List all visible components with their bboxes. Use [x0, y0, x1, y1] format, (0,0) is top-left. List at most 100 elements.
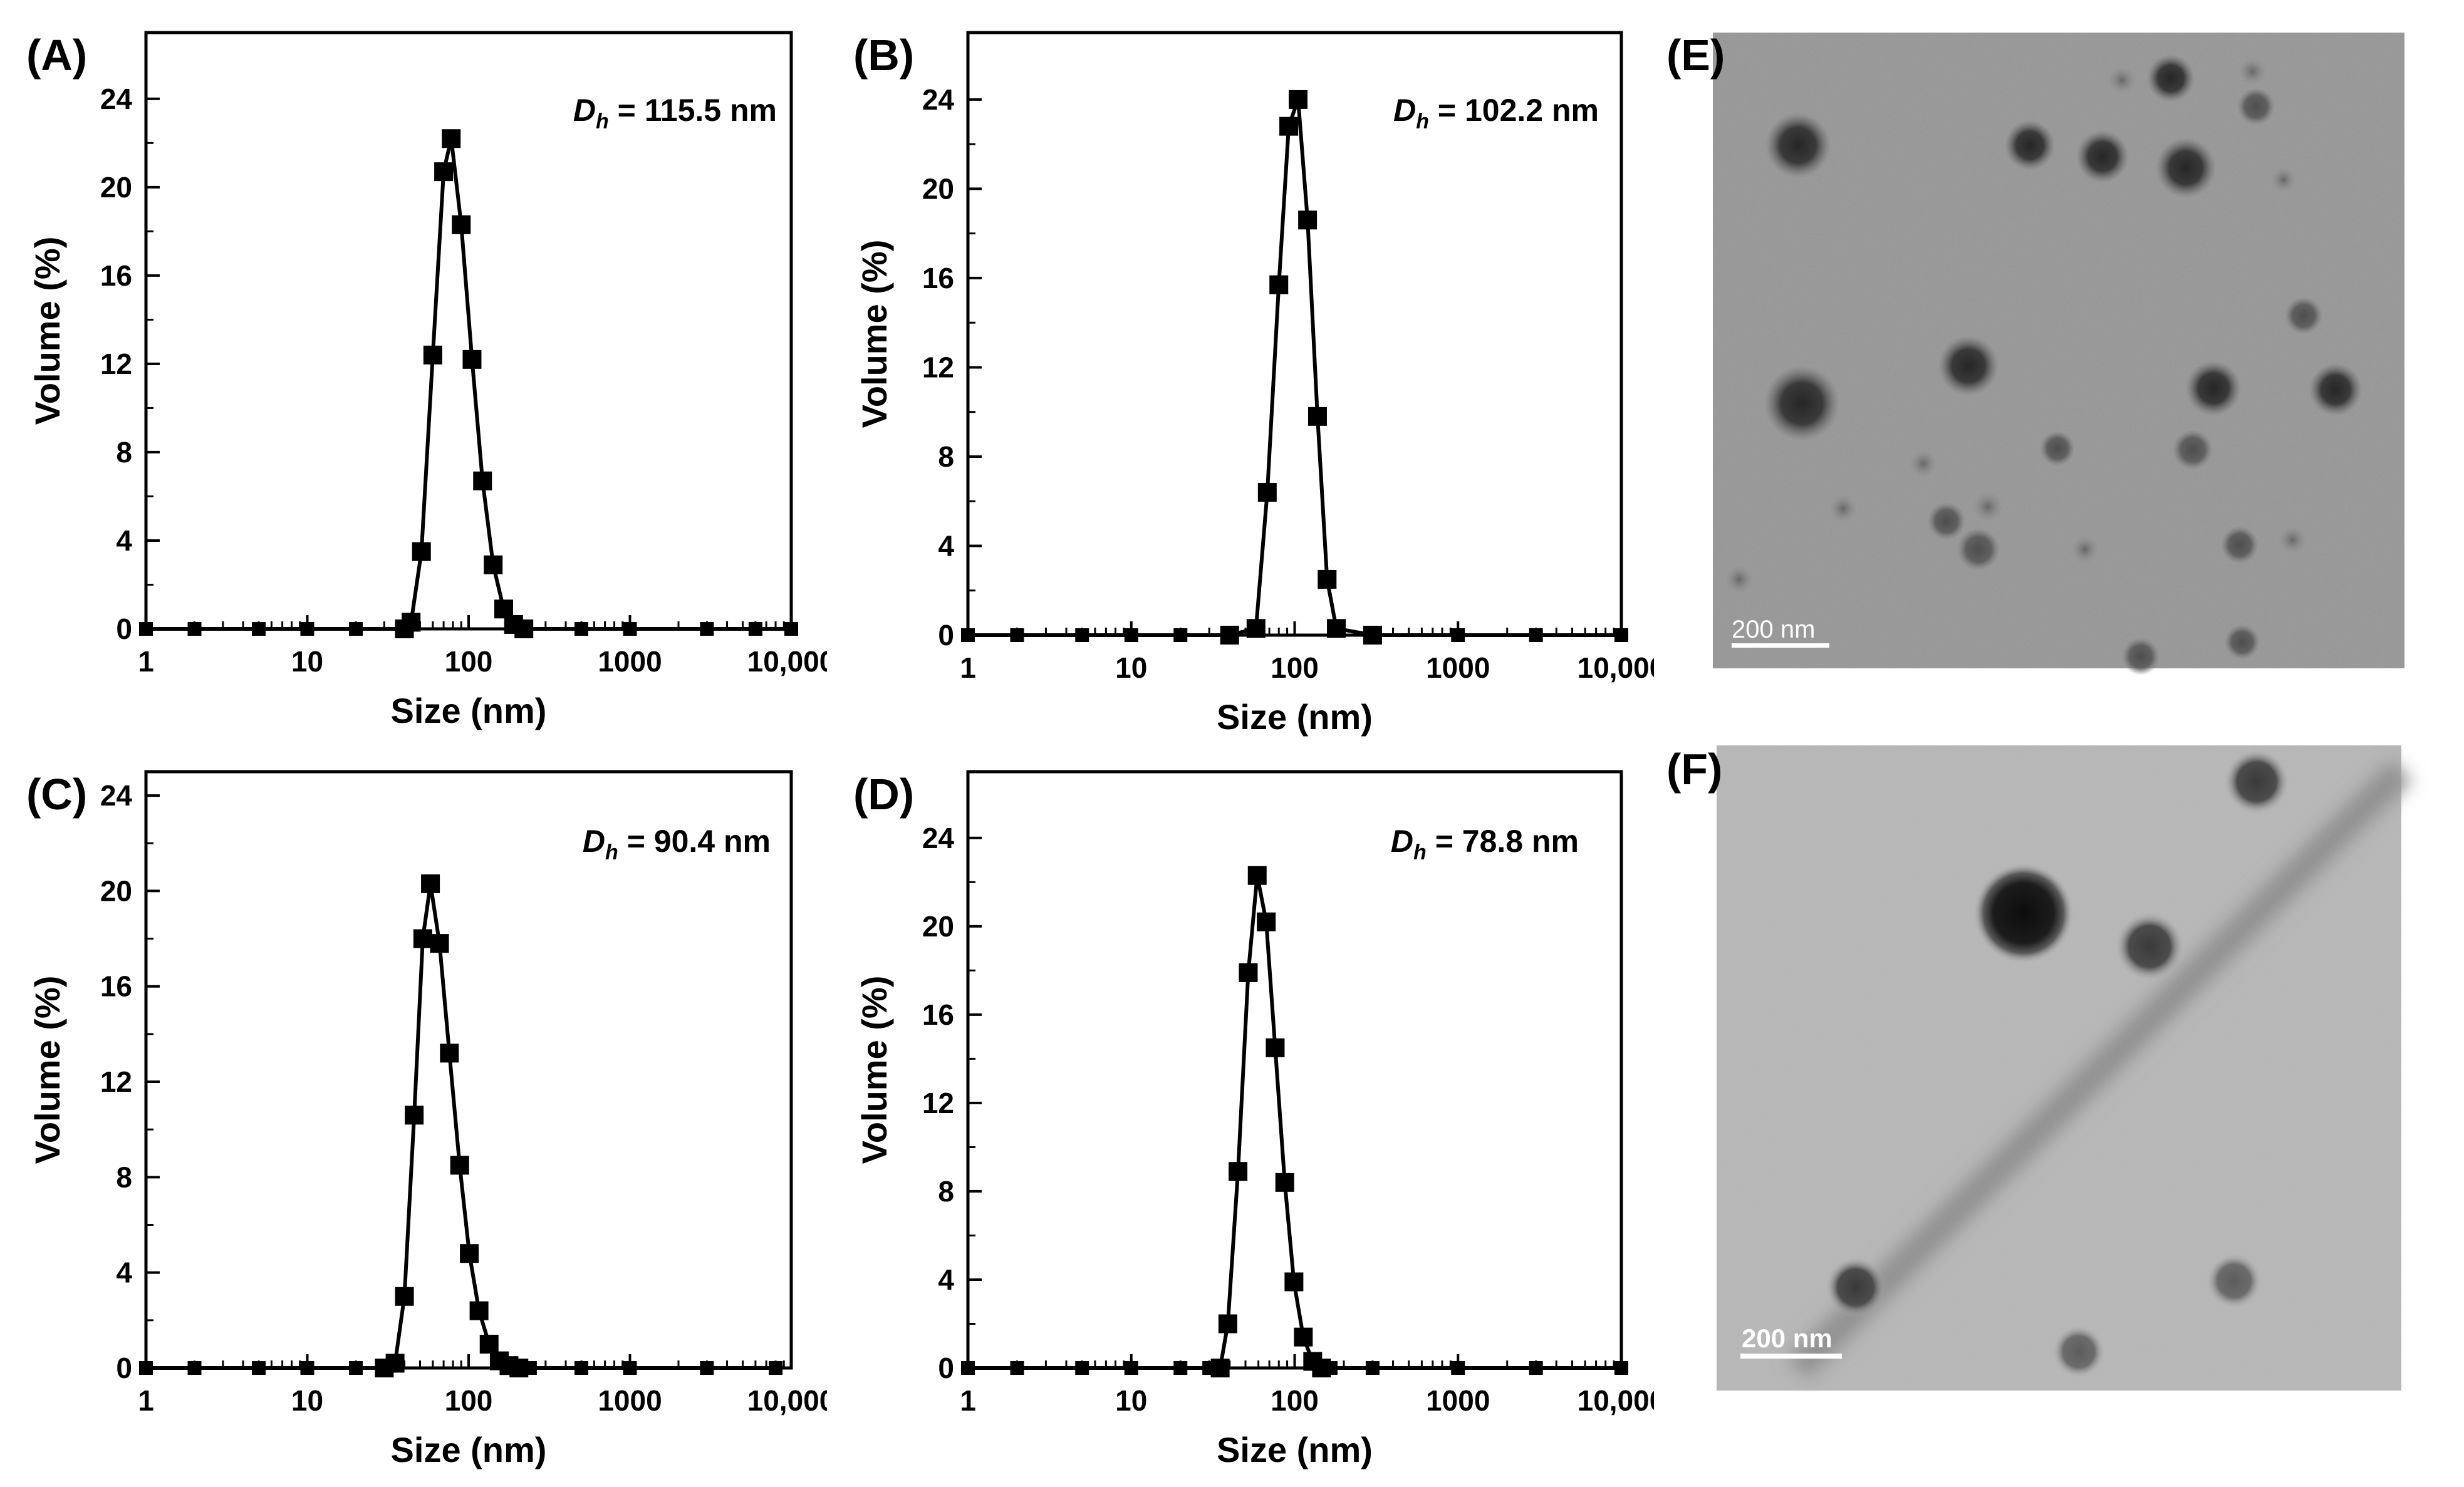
- dh-annotation: Dh = 78.8 nm: [1391, 824, 1579, 864]
- chart-panel-a: (A) 1 10 100 1000 10,000 0 4 8 12 16 20 24 Size (nm) V…: [26, 31, 827, 730]
- particle: [1765, 113, 1831, 178]
- series-line: [968, 873, 1621, 1370]
- particle: [2207, 1253, 2262, 1308]
- data-point: [1279, 117, 1299, 136]
- particle: [2122, 638, 2160, 675]
- x-tick-label: 1: [138, 1384, 154, 1417]
- particle: [2225, 624, 2260, 660]
- data-point: [961, 628, 975, 642]
- data-point: [484, 555, 503, 574]
- x-tick-label: 10,000: [1578, 1384, 1654, 1417]
- x-tick-label: 1: [138, 645, 154, 678]
- y-tick-label: 16: [100, 259, 132, 292]
- data-point: [413, 929, 432, 948]
- data-point: [1229, 1162, 1248, 1181]
- y-tick-label: 20: [922, 172, 954, 205]
- particle: [2040, 431, 2075, 466]
- data-point: [1246, 619, 1266, 638]
- plot-frame: [144, 770, 793, 1370]
- y-tick-label: 8: [116, 1161, 132, 1193]
- x-tick-label: 1000: [598, 1384, 662, 1417]
- data-point: [462, 350, 482, 369]
- x-axis-label: Size (nm): [391, 691, 547, 730]
- particle: [1910, 450, 1937, 477]
- particle: [1957, 528, 2000, 571]
- series-line: [968, 97, 1621, 637]
- data-point: [769, 1361, 783, 1375]
- x-tick-label: 10: [1115, 1384, 1147, 1417]
- data-point: [450, 1156, 469, 1175]
- y-axis-label: Volume (%): [855, 976, 894, 1164]
- x-tick-label: 10,000: [747, 1384, 827, 1417]
- data-point: [385, 1354, 405, 1373]
- data-point: [1266, 1038, 1285, 1057]
- data-point: [300, 622, 314, 636]
- particle: [2309, 363, 2362, 416]
- particle: [2237, 88, 2275, 125]
- data-point: [1173, 628, 1188, 642]
- data-point: [1247, 866, 1267, 885]
- y-axis-label: Volume (%): [28, 976, 67, 1164]
- panel-label-a: (A): [26, 31, 87, 80]
- x-tick-label: 1000: [598, 645, 662, 678]
- y-tick-label: 16: [922, 998, 954, 1031]
- data-point: [574, 1361, 588, 1375]
- tem-f-scale-bar: [1740, 1354, 1842, 1359]
- tem-e-particles: [1725, 54, 2362, 675]
- data-point: [423, 345, 442, 365]
- chart-panel-b: (B) 1 10 100 1000 10,000 0 4 8 12 16 20 24 Size (nm) V…: [853, 31, 1654, 737]
- particle: [1826, 1257, 1886, 1317]
- data-point: [574, 622, 588, 636]
- data-point: [430, 934, 449, 953]
- particle: [1829, 495, 1857, 522]
- data-point: [1124, 628, 1138, 642]
- x-axis-label: Size (nm): [391, 1430, 547, 1469]
- particle: [2052, 1325, 2105, 1378]
- particle: [2076, 130, 2129, 183]
- data-point: [1363, 626, 1382, 645]
- y-tick-label: 8: [116, 436, 132, 469]
- data-point: [251, 1361, 266, 1375]
- tem-f-grain: [1717, 745, 2401, 1391]
- x-tick-label: 1: [960, 1384, 976, 1417]
- data-point: [1284, 1272, 1304, 1292]
- data-point: [1289, 90, 1308, 109]
- tem-e-scale-bar: [1732, 643, 1829, 648]
- particle: [2271, 167, 2296, 192]
- x-tick-label: 100: [445, 645, 493, 678]
- data-point: [1323, 1361, 1338, 1375]
- data-point: [623, 622, 637, 636]
- y-tick-label: 4: [938, 529, 954, 562]
- particle: [1973, 863, 2074, 963]
- tem-f-scale-label: 200 nm: [1742, 1324, 1832, 1353]
- data-point: [1298, 210, 1318, 230]
- x-tick-label: 100: [445, 1384, 493, 1417]
- y-tick-label: 0: [938, 1352, 954, 1384]
- particle: [2108, 66, 2136, 94]
- dh-annotation: Dh = 102.2 nm: [1393, 93, 1599, 133]
- data-point: [1451, 1361, 1465, 1375]
- particle: [2285, 297, 2322, 334]
- data-point: [1257, 912, 1276, 931]
- data-point: [405, 1106, 424, 1125]
- x-tick-label: 1000: [1426, 651, 1490, 684]
- data-point: [1210, 1359, 1230, 1377]
- y-tick-label: 4: [116, 524, 132, 557]
- data-point: [1075, 1361, 1089, 1375]
- data-point: [1614, 628, 1628, 642]
- particle: [1928, 502, 1965, 540]
- data-point: [700, 622, 714, 636]
- series-line: [146, 881, 776, 1370]
- data-point: [412, 542, 431, 561]
- y-tick-label: 4: [938, 1263, 954, 1296]
- y-axis-label: Volume (%): [855, 240, 894, 428]
- panel-label-d: (D): [853, 770, 914, 819]
- panel-label-b: (B): [853, 31, 914, 80]
- chart-panel-d: (D) 1 10 100 1000 10,000 0 4 8 12 16 20 24 Size (nm) V…: [853, 770, 1654, 1469]
- data-point: [473, 471, 492, 490]
- data-point: [460, 1244, 479, 1263]
- y-tick-label: 16: [922, 262, 954, 294]
- y-tick-label: 12: [100, 1065, 132, 1098]
- y-tick-label: 20: [922, 910, 954, 943]
- x-tick-label: 10,000: [1578, 651, 1654, 684]
